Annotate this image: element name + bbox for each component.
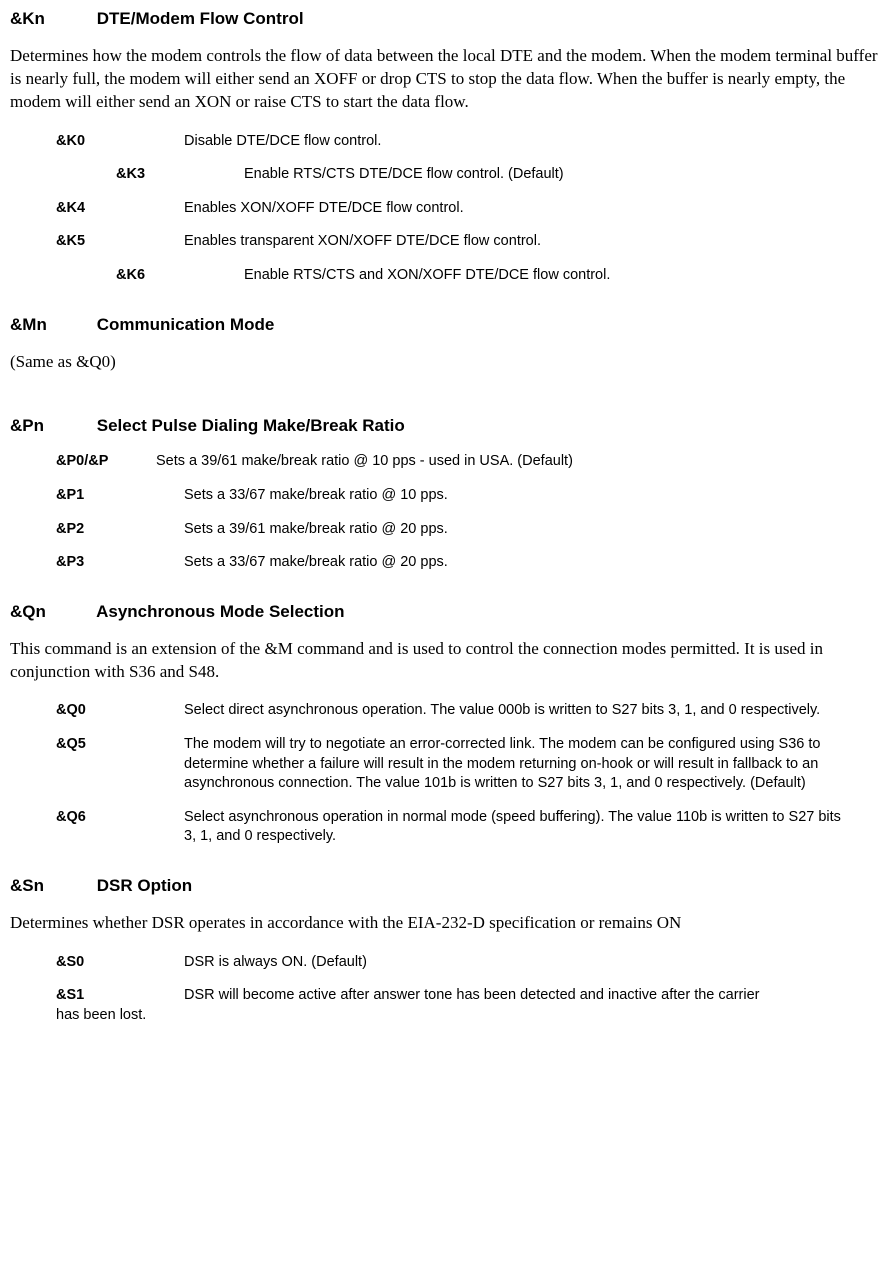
opt-desc: Enable RTS/CTS and XON/XOFF DTE/DCE flow…	[244, 266, 879, 286]
opt-label: &Q0	[56, 701, 184, 721]
opt-s1: &S1 DSR will become active after answer …	[56, 986, 879, 1006]
section-heading-pn: &Pn Select Pulse Dialing Make/Break Rati…	[10, 415, 879, 438]
opt-k6: &K6 Enable RTS/CTS and XON/XOFF DTE/DCE …	[116, 266, 879, 286]
title-qn: Asynchronous Mode Selection	[96, 602, 344, 621]
section-heading-kn: &Kn DTE/Modem Flow Control	[10, 8, 879, 31]
para-mn: (Same as &Q0)	[10, 351, 879, 374]
para-sn: Determines whether DSR operates in accor…	[10, 912, 879, 935]
opt-desc: Sets a 33/67 make/break ratio @ 10 pps.	[184, 486, 844, 506]
opt-q0: &Q0 Select direct asynchronous operation…	[56, 701, 879, 721]
cmd-sn: &Sn	[10, 875, 92, 898]
opt-desc: Sets a 39/61 make/break ratio @ 10 pps -…	[156, 452, 816, 472]
opt-label: &K5	[56, 232, 184, 252]
opt-desc: DSR is always ON. (Default)	[184, 953, 844, 973]
options-qn: &Q0 Select direct asynchronous operation…	[10, 701, 879, 846]
cmd-pn: &Pn	[10, 415, 92, 438]
title-mn: Communication Mode	[97, 315, 275, 334]
title-sn: DSR Option	[97, 876, 192, 895]
opt-label: &P1	[56, 486, 184, 506]
opt-desc: Sets a 39/61 make/break ratio @ 20 pps.	[184, 520, 844, 540]
opt-desc: DSR will become active after answer tone…	[184, 986, 844, 1006]
opt-desc: Disable DTE/DCE flow control.	[184, 132, 844, 152]
opt-k3: &K3 Enable RTS/CTS DTE/DCE flow control.…	[116, 165, 879, 185]
options-kn: &K0 Disable DTE/DCE flow control. &K3 En…	[10, 132, 879, 286]
title-pn: Select Pulse Dialing Make/Break Ratio	[97, 416, 405, 435]
section-heading-qn: &Qn Asynchronous Mode Selection	[10, 601, 879, 624]
opt-k4: &K4 Enables XON/XOFF DTE/DCE flow contro…	[56, 199, 879, 219]
options-sn: &S0 DSR is always ON. (Default) &S1 DSR …	[10, 953, 879, 1026]
opt-p1: &P1 Sets a 33/67 make/break ratio @ 10 p…	[56, 486, 879, 506]
opt-q6: &Q6 Select asynchronous operation in nor…	[56, 808, 879, 847]
opt-label: &K4	[56, 199, 184, 219]
cmd-kn: &Kn	[10, 8, 92, 31]
opt-desc: The modem will try to negotiate an error…	[184, 735, 844, 794]
options-pn: &P0/&P Sets a 39/61 make/break ratio @ 1…	[10, 452, 879, 572]
opt-label: &K0	[56, 132, 184, 152]
section-heading-mn: &Mn Communication Mode	[10, 314, 879, 337]
opt-desc: Enables XON/XOFF DTE/DCE flow control.	[184, 199, 844, 219]
opt-label: &P3	[56, 553, 184, 573]
opt-desc: Enable RTS/CTS DTE/DCE flow control. (De…	[244, 165, 879, 185]
opt-desc: Select asynchronous operation in normal …	[184, 808, 844, 847]
opt-desc: Sets a 33/67 make/break ratio @ 20 pps.	[184, 553, 844, 573]
cmd-qn: &Qn	[10, 601, 92, 624]
opt-label: &K6	[116, 266, 244, 286]
cmd-mn: &Mn	[10, 314, 92, 337]
opt-s0: &S0 DSR is always ON. (Default)	[56, 953, 879, 973]
opt-p3: &P3 Sets a 33/67 make/break ratio @ 20 p…	[56, 553, 879, 573]
section-heading-sn: &Sn DSR Option	[10, 875, 879, 898]
opt-s1-trail: has been lost.	[56, 1006, 879, 1026]
opt-p0: &P0/&P Sets a 39/61 make/break ratio @ 1…	[56, 452, 879, 472]
opt-q5: &Q5 The modem will try to negotiate an e…	[56, 735, 879, 794]
opt-label: &P2	[56, 520, 184, 540]
opt-k5: &K5 Enables transparent XON/XOFF DTE/DCE…	[56, 232, 879, 252]
opt-label: &Q6	[56, 808, 184, 828]
opt-desc: Enables transparent XON/XOFF DTE/DCE flo…	[184, 232, 844, 252]
title-kn: DTE/Modem Flow Control	[97, 9, 304, 28]
opt-label: &P0/&P	[56, 452, 156, 472]
opt-desc: Select direct asynchronous operation. Th…	[184, 701, 844, 721]
para-kn: Determines how the modem controls the fl…	[10, 45, 879, 114]
opt-label: &S0	[56, 953, 184, 973]
para-qn: This command is an extension of the &M c…	[10, 638, 879, 684]
opt-p2: &P2 Sets a 39/61 make/break ratio @ 20 p…	[56, 520, 879, 540]
opt-label: &Q5	[56, 735, 184, 755]
opt-k0: &K0 Disable DTE/DCE flow control.	[56, 132, 879, 152]
opt-label: &S1	[56, 986, 184, 1006]
opt-label: &K3	[116, 165, 244, 185]
